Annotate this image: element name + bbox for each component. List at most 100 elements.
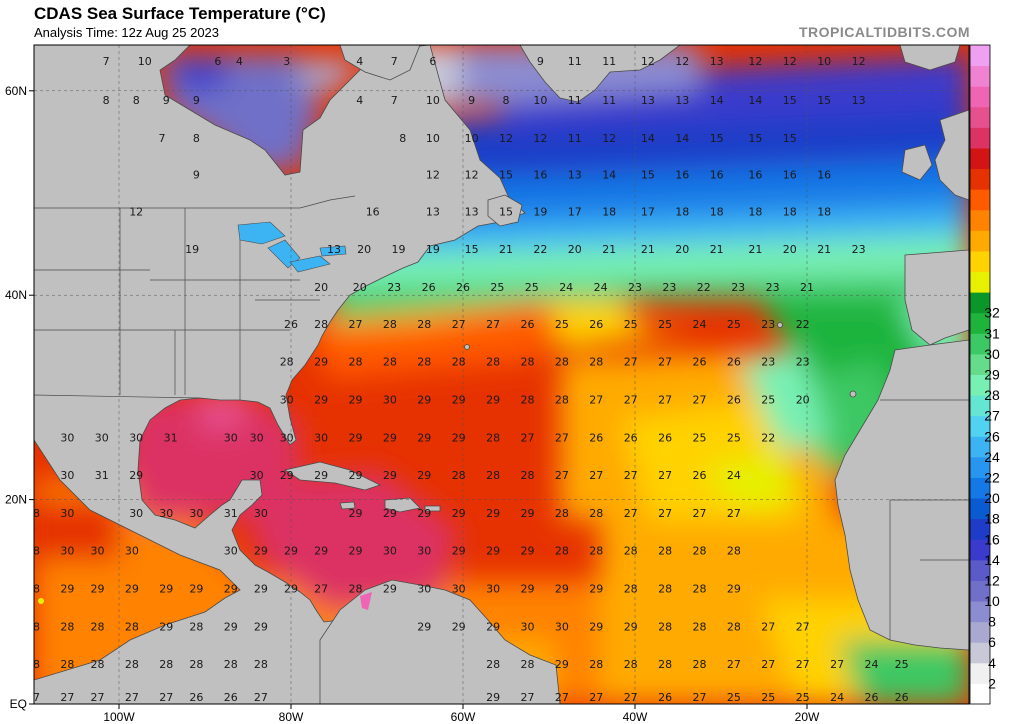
temperature-label: 26 <box>224 691 238 704</box>
temperature-label: 20 <box>568 243 582 256</box>
temperature-label: 27 <box>125 691 139 704</box>
temperature-label: 31 <box>224 507 238 520</box>
temperature-label: 26 <box>727 393 741 406</box>
temperature-label: 23 <box>731 281 745 294</box>
temperature-label: 28 <box>693 583 707 596</box>
temperature-label: 25 <box>727 431 741 444</box>
temperature-label: 28 <box>693 545 707 558</box>
lon-label: 60W <box>451 710 476 724</box>
temperature-label: 19 <box>185 243 199 256</box>
island-azores <box>777 322 783 328</box>
landmass-layer <box>34 45 969 704</box>
analysis-time: Analysis Time: 12z Aug 25 2023 <box>34 25 220 40</box>
temperature-label: 29 <box>417 431 431 444</box>
island-canary <box>849 390 857 398</box>
temperature-label: 27 <box>589 393 603 406</box>
colorbar-swatch <box>970 498 990 520</box>
temperature-label: 27 <box>555 469 569 482</box>
temperature-label: 12 <box>602 132 616 145</box>
temperature-label: 16 <box>710 169 724 182</box>
temperature-label: 28 <box>349 583 363 596</box>
colorbar-swatch <box>970 621 990 643</box>
colorbar-swatch <box>970 86 990 108</box>
temperature-label: 29 <box>314 469 328 482</box>
temperature-label: 18 <box>602 205 616 218</box>
temperature-label: 27 <box>91 691 105 704</box>
temperature-label: 28 <box>60 620 74 633</box>
temperature-label: 9 <box>193 169 200 182</box>
temperature-label: 16 <box>783 169 797 182</box>
temperature-label: 28 <box>125 658 139 671</box>
lat-label: 60N <box>5 84 27 98</box>
temperature-label: 29 <box>452 507 466 520</box>
colorbar-swatch <box>970 683 990 705</box>
temperature-label: 30 <box>60 469 74 482</box>
temperature-label: 16 <box>675 169 689 182</box>
temperature-label: 28 <box>26 507 40 520</box>
temperature-label: 24 <box>559 281 573 294</box>
colorbar-tick-label: 4 <box>988 655 996 671</box>
temperature-label: 15 <box>748 132 762 145</box>
colorbar-tick-label: 26 <box>984 428 1000 444</box>
temperature-label: 18 <box>748 205 762 218</box>
temperature-label: 29 <box>349 393 363 406</box>
temperature-label: 30 <box>224 431 238 444</box>
temperature-label: 29 <box>349 507 363 520</box>
temperature-label: 28 <box>314 318 328 331</box>
temperature-label: 8 <box>103 94 110 107</box>
colorbar-swatch <box>970 230 990 252</box>
landmass-south-america <box>319 579 561 704</box>
temperature-label: 25 <box>490 281 504 294</box>
political-borders <box>34 195 969 640</box>
temperature-label: 29 <box>314 545 328 558</box>
temperature-label: 27 <box>796 620 810 633</box>
temperature-label: 29 <box>486 545 500 558</box>
temperature-label: 29 <box>452 393 466 406</box>
temperature-label: 30 <box>254 507 268 520</box>
colorbar-swatch <box>970 374 990 396</box>
temperature-label: 26 <box>865 691 879 704</box>
temperature-label: 25 <box>624 318 638 331</box>
map-frame <box>33 44 970 705</box>
landmass-jamaica <box>339 501 356 510</box>
temperature-label: 29 <box>224 620 238 633</box>
lat-label: 40N <box>5 288 27 302</box>
temperature-label: 28 <box>486 469 500 482</box>
temperature-label: 28 <box>624 583 638 596</box>
landmass-ireland <box>901 144 933 181</box>
temperature-label: 8 <box>399 132 406 145</box>
temperature-label: 8 <box>193 132 200 145</box>
temperature-label: 15 <box>465 243 479 256</box>
lat-label: 20N <box>5 493 27 507</box>
temperature-label: 29 <box>452 431 466 444</box>
temperature-label: 29 <box>349 545 363 558</box>
temperature-label: 16 <box>748 169 762 182</box>
temperature-label: 30 <box>125 545 139 558</box>
temperature-label: 30 <box>189 507 203 520</box>
temperature-label: 28 <box>624 545 638 558</box>
temperature-label: 12 <box>675 55 689 68</box>
temperature-label: 8 <box>503 94 510 107</box>
colorbar-swatch <box>970 559 990 581</box>
temperature-label: 6 <box>214 55 221 68</box>
temperature-label: 23 <box>628 281 642 294</box>
temperature-label: 17 <box>641 205 655 218</box>
temperature-label: 28 <box>555 507 569 520</box>
temperature-label: 30 <box>129 507 143 520</box>
temperature-label: 7 <box>391 55 398 68</box>
temperature-label: 28 <box>486 658 500 671</box>
colorbar-swatch <box>970 477 990 499</box>
temperature-label: 29 <box>159 620 173 633</box>
landmass-iceland <box>899 45 961 71</box>
temperature-label: 12 <box>748 55 762 68</box>
colorbar-swatch <box>970 580 990 602</box>
temperature-label: 28 <box>521 469 535 482</box>
colorbar-swatch <box>970 601 990 623</box>
temperature-label: 27 <box>486 318 500 331</box>
temperature-label: 9 <box>193 94 200 107</box>
temperature-label: 8 <box>133 94 140 107</box>
temperature-label: 15 <box>710 132 724 145</box>
temperature-label: 26 <box>624 431 638 444</box>
temperature-label: 12 <box>499 132 513 145</box>
temperature-label: 9 <box>468 94 475 107</box>
